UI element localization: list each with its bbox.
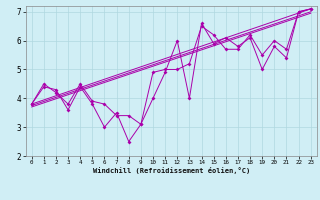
- X-axis label: Windchill (Refroidissement éolien,°C): Windchill (Refroidissement éolien,°C): [92, 167, 250, 174]
